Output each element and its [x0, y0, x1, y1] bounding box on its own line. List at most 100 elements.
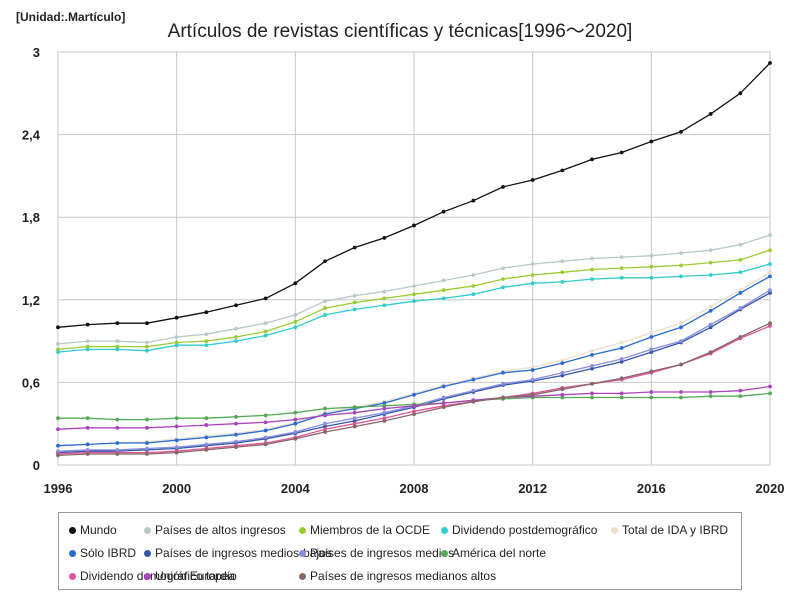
data-point: [323, 299, 327, 304]
data-point: [590, 391, 594, 396]
data-point: [560, 358, 565, 363]
data-point: [441, 405, 446, 410]
data-point: [471, 388, 476, 393]
data-point: [145, 425, 149, 430]
data-point: [501, 277, 505, 282]
data-point: [708, 394, 713, 399]
data-point: [145, 348, 149, 353]
data-point: [590, 277, 594, 282]
data-point: [649, 369, 654, 374]
data-point: [234, 335, 238, 339]
data-point: [590, 352, 594, 357]
data-point: [85, 452, 90, 456]
legend-item: Total de IDA y IBRD: [611, 523, 728, 537]
data-point: [768, 233, 772, 237]
data-point: [619, 266, 624, 271]
data-point: [590, 256, 594, 261]
data-point: [441, 384, 446, 389]
data-point: [471, 292, 476, 297]
data-point: [501, 381, 505, 386]
data-point: [649, 395, 654, 400]
chart-title: Artículos de revistas científicas y técn…: [167, 21, 633, 42]
legend-marker: [69, 526, 76, 534]
data-point: [412, 284, 416, 288]
data-point: [738, 335, 743, 339]
data-point: [293, 430, 298, 434]
y-tick-label: 2,4: [22, 128, 41, 143]
data-point: [441, 288, 446, 293]
data-point: [115, 347, 120, 352]
data-point: [619, 275, 624, 280]
data-point: [382, 406, 387, 411]
data-point: [145, 340, 149, 345]
data-point: [708, 308, 713, 313]
data-point: [471, 284, 476, 288]
data-point: [590, 348, 594, 353]
data-point: [768, 321, 772, 326]
data-point: [204, 423, 209, 427]
y-tick-label: 3: [33, 45, 40, 60]
data-point: [530, 365, 535, 370]
data-point: [738, 242, 743, 247]
data-point: [234, 445, 238, 450]
data-point: [174, 335, 179, 339]
data-point: [145, 321, 149, 326]
data-point: [234, 439, 238, 444]
data-point: [708, 273, 713, 277]
data-point: [115, 425, 120, 430]
data-point: [85, 447, 90, 452]
x-tick-label: 2000: [162, 481, 191, 496]
data-point: [708, 260, 713, 265]
data-point: [679, 325, 683, 330]
data-point: [293, 421, 298, 426]
data-point: [679, 395, 683, 400]
data-point: [768, 248, 772, 253]
data-point: [145, 344, 149, 349]
legend-marker: [69, 549, 76, 557]
data-point: [145, 446, 149, 451]
data-point: [263, 420, 268, 425]
data-point: [441, 209, 446, 214]
data-point: [293, 436, 298, 441]
data-point: [412, 412, 416, 416]
data-point: [115, 447, 120, 452]
data-point: [441, 296, 446, 301]
data-point: [115, 417, 120, 422]
data-point: [174, 445, 179, 450]
data-point: [323, 424, 327, 429]
y-tick-label: 1,2: [22, 293, 40, 308]
data-point: [471, 273, 476, 277]
legend-label: Países de ingresos medios: [310, 546, 455, 560]
data-point: [352, 421, 357, 426]
data-point: [530, 377, 535, 382]
data-point: [738, 394, 743, 399]
data-point: [412, 299, 416, 304]
series: [56, 233, 772, 346]
legend-label: Dividendo demográfico tardío: [80, 569, 237, 583]
legend-marker: [69, 572, 76, 580]
data-point: [560, 387, 565, 392]
data-point: [560, 270, 565, 275]
data-point: [708, 304, 713, 309]
data-point: [530, 262, 535, 266]
data-point: [679, 274, 683, 279]
data-point: [293, 410, 298, 415]
y-tick-label: 0,6: [22, 375, 40, 390]
data-point: [560, 370, 565, 375]
data-point: [263, 329, 268, 334]
data-point: [679, 362, 683, 367]
data-point: [501, 395, 505, 400]
data-point: [738, 291, 743, 295]
data-point: [501, 266, 505, 271]
data-point: [471, 198, 476, 203]
data-point: [263, 321, 268, 326]
data-point: [204, 343, 209, 348]
legend-item: Países de altos ingresos: [144, 523, 286, 537]
data-point: [619, 359, 624, 364]
data-point: [619, 395, 624, 400]
data-point: [530, 392, 535, 397]
data-point: [85, 442, 90, 447]
data-point: [768, 61, 772, 65]
data-point: [174, 315, 179, 320]
legend-marker: [299, 549, 306, 557]
